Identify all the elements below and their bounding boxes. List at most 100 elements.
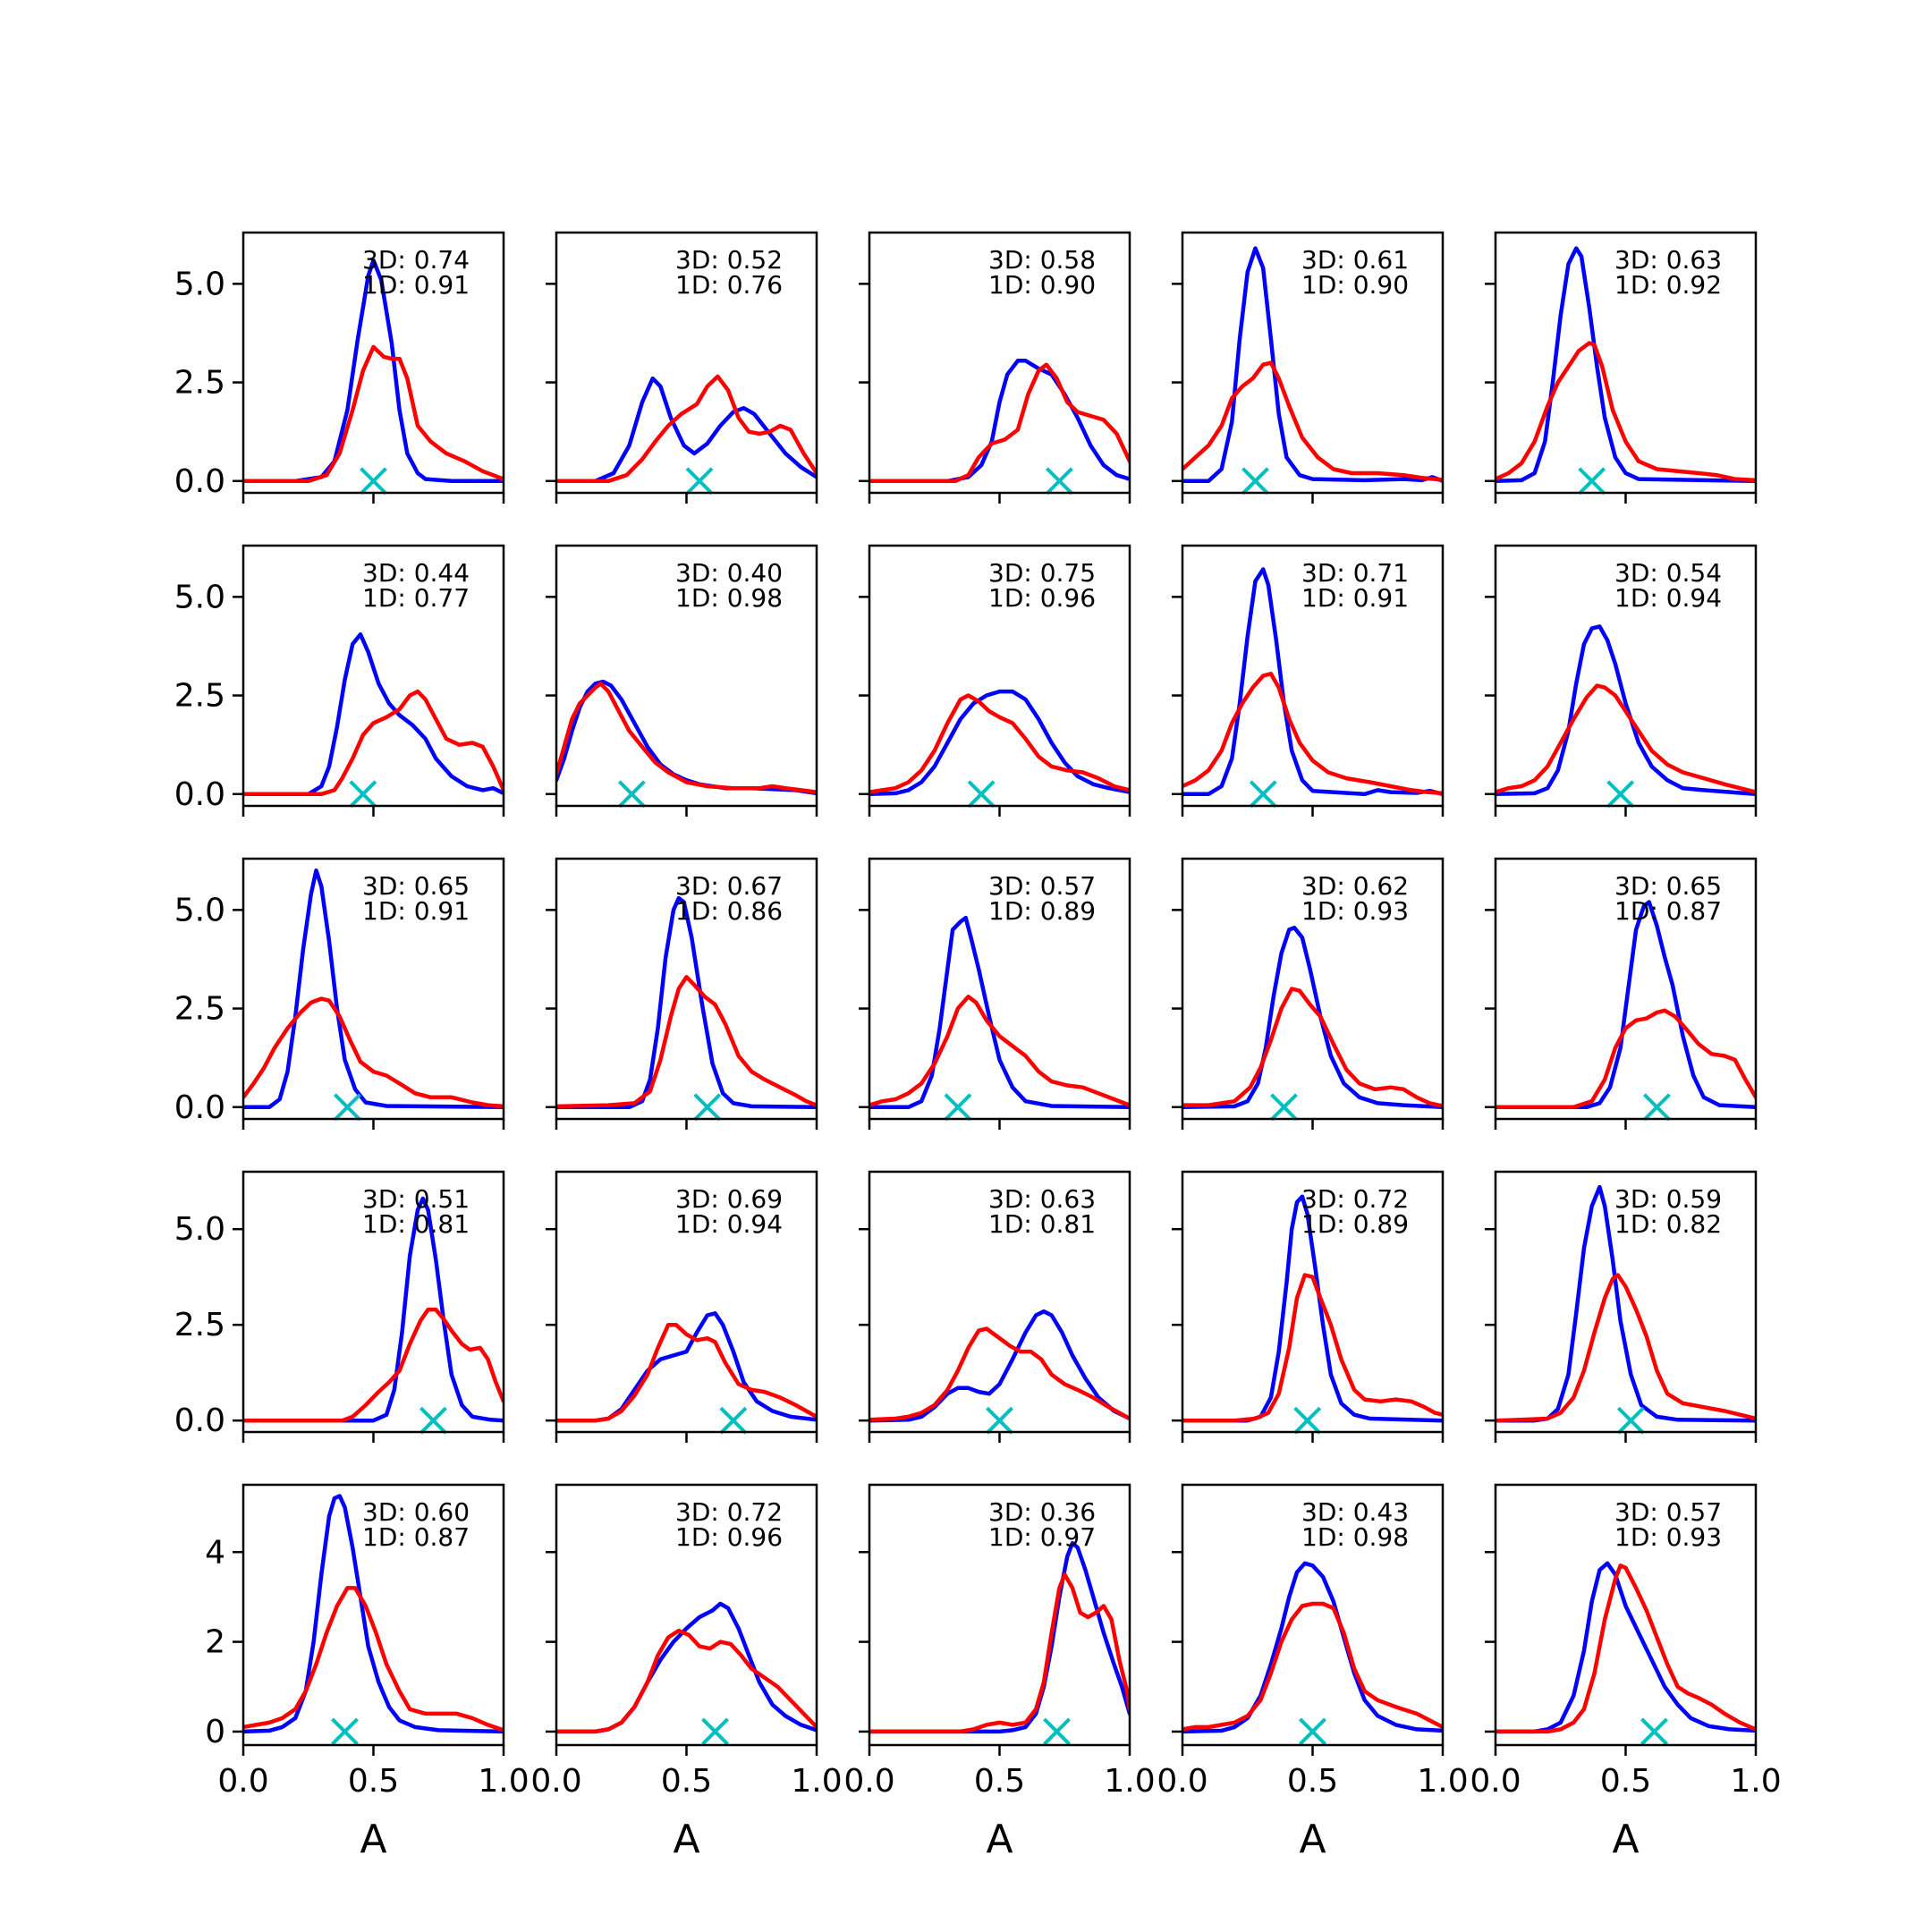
curves bbox=[1496, 246, 1756, 484]
score-annotation: 1D: 0.94 bbox=[675, 1209, 783, 1239]
x-tick-label: 1.0 bbox=[791, 1763, 842, 1800]
curves bbox=[869, 915, 1130, 1110]
score-annotation: 1D: 0.77 bbox=[362, 583, 470, 613]
score-annotation: 3D: 0.72 bbox=[675, 1497, 783, 1527]
curves bbox=[869, 359, 1130, 484]
score-annotation: 3D: 0.74 bbox=[362, 245, 470, 275]
curves bbox=[869, 1540, 1130, 1734]
blue-density-line bbox=[243, 631, 504, 797]
red-density-line bbox=[869, 362, 1130, 484]
y-tick-label: 0.0 bbox=[174, 1089, 225, 1126]
cross-marker bbox=[360, 467, 387, 496]
x-tick-label: 0.0 bbox=[1470, 1763, 1521, 1800]
score-annotation: 3D: 0.40 bbox=[675, 558, 783, 588]
red-density-line bbox=[243, 996, 504, 1109]
score-annotation: 3D: 0.65 bbox=[362, 871, 470, 901]
score-annotation: 3D: 0.63 bbox=[1614, 245, 1722, 275]
y-tick-label: 5.0 bbox=[174, 266, 225, 302]
score-annotation: 1D: 0.96 bbox=[988, 583, 1096, 613]
score-annotation: 1D: 0.82 bbox=[1614, 1209, 1722, 1239]
curves bbox=[1496, 1561, 1756, 1734]
red-density-line bbox=[1496, 341, 1756, 483]
cross-marker bbox=[1043, 1717, 1071, 1746]
score-annotation: 3D: 0.44 bbox=[362, 558, 470, 588]
curves bbox=[1182, 1561, 1443, 1734]
x-tick-label: 0.5 bbox=[661, 1763, 712, 1800]
x-tick-label: 0.5 bbox=[1600, 1763, 1651, 1800]
score-annotation: 1D: 0.98 bbox=[1301, 1522, 1409, 1552]
red-density-line bbox=[1182, 987, 1443, 1108]
curves bbox=[243, 258, 504, 484]
curves bbox=[1182, 246, 1443, 484]
curves bbox=[1182, 567, 1443, 797]
x-axis-label: A bbox=[673, 1817, 699, 1862]
red-density-line bbox=[243, 1586, 504, 1733]
score-annotation: 3D: 0.61 bbox=[1301, 245, 1409, 275]
score-annotation: 1D: 0.91 bbox=[362, 270, 470, 300]
x-tick-label: 1.0 bbox=[1104, 1763, 1155, 1800]
x-tick-label: 0.5 bbox=[1287, 1763, 1338, 1800]
red-density-line bbox=[869, 1572, 1130, 1734]
x-tick-label: 0.0 bbox=[1157, 1763, 1208, 1800]
curves bbox=[869, 1309, 1130, 1423]
y-tick-label: 2.5 bbox=[174, 678, 225, 715]
red-density-line bbox=[1182, 360, 1443, 482]
y-tick-label: 0 bbox=[205, 1714, 225, 1750]
red-density-line bbox=[556, 975, 817, 1109]
score-annotation: 1D: 0.89 bbox=[1301, 1209, 1409, 1239]
red-density-line bbox=[1496, 1563, 1756, 1734]
red-density-line bbox=[1182, 1273, 1443, 1423]
red-density-line bbox=[1182, 1601, 1443, 1732]
y-tick-label: 2.5 bbox=[174, 1307, 225, 1343]
score-annotation: 1D: 0.87 bbox=[1614, 896, 1722, 926]
cross-marker bbox=[1616, 1406, 1645, 1435]
score-annotation: 3D: 0.63 bbox=[988, 1184, 1096, 1214]
score-annotation: 3D: 0.67 bbox=[675, 871, 783, 901]
y-tick-label: 5.0 bbox=[174, 1211, 225, 1248]
cross-marker bbox=[1643, 1093, 1671, 1122]
red-density-line bbox=[1496, 683, 1756, 794]
curves bbox=[243, 631, 504, 797]
blue-density-line bbox=[869, 1540, 1130, 1734]
blue-density-line bbox=[243, 1494, 504, 1734]
cross-marker bbox=[1270, 1093, 1298, 1122]
red-density-line bbox=[556, 1322, 817, 1423]
curves bbox=[1496, 1184, 1756, 1423]
curves bbox=[1496, 624, 1756, 797]
score-annotation: 3D: 0.62 bbox=[1301, 871, 1409, 901]
cross-marker bbox=[1046, 467, 1073, 496]
score-annotation: 3D: 0.36 bbox=[988, 1497, 1096, 1527]
score-annotation: 1D: 0.76 bbox=[675, 270, 783, 300]
score-annotation: 1D: 0.93 bbox=[1614, 1522, 1722, 1552]
score-annotation: 3D: 0.57 bbox=[988, 871, 1096, 901]
red-density-line bbox=[869, 693, 1130, 794]
red-density-line bbox=[1496, 1273, 1756, 1423]
score-annotation: 1D: 0.90 bbox=[988, 270, 1096, 300]
red-density-line bbox=[243, 344, 504, 484]
score-annotation: 1D: 0.81 bbox=[988, 1209, 1096, 1239]
x-tick-label: 1.0 bbox=[1417, 1763, 1468, 1800]
blue-density-line bbox=[1182, 567, 1443, 797]
y-tick-label: 4 bbox=[205, 1534, 225, 1571]
curves bbox=[1182, 925, 1443, 1110]
score-annotation: 3D: 0.54 bbox=[1614, 558, 1722, 588]
x-tick-label: 0.0 bbox=[843, 1763, 894, 1800]
score-annotation: 3D: 0.52 bbox=[675, 245, 783, 275]
curves bbox=[556, 1311, 817, 1423]
score-annotation: 3D: 0.72 bbox=[1301, 1184, 1409, 1214]
red-density-line bbox=[1182, 672, 1443, 796]
x-tick-label: 0.0 bbox=[217, 1763, 268, 1800]
score-annotation: 1D: 0.97 bbox=[988, 1522, 1096, 1552]
score-annotation: 1D: 0.81 bbox=[362, 1209, 470, 1239]
score-annotation: 3D: 0.58 bbox=[988, 245, 1096, 275]
